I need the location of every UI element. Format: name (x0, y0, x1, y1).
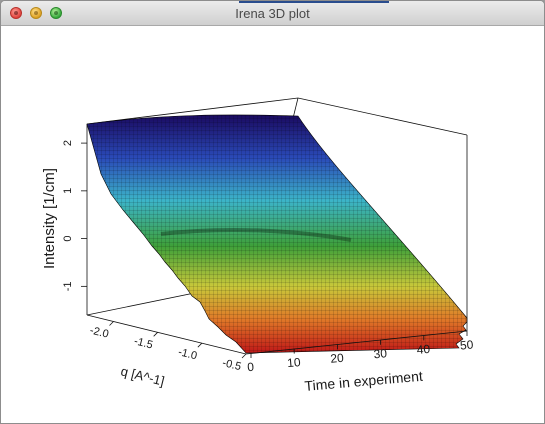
y-tick-label: 0 (247, 360, 255, 375)
close-button[interactable] (10, 7, 22, 19)
surface-mesh (87, 114, 467, 353)
surface-plot: -1 0 1 2 -2.0 -1.5 -1.0 -0.5 0 10 20 30 40 50 Inten… (41, 97, 474, 394)
zoom-button[interactable] (50, 7, 62, 19)
x-tick-label: -0.5 (221, 357, 242, 373)
x-tick (153, 332, 158, 337)
z-axis-label: Intensity [1/cm] (41, 168, 58, 269)
y-axis-label: Time in experiment (304, 368, 424, 394)
y-tick-label: 50 (459, 337, 474, 352)
plot-area: -1 0 1 2 -2.0 -1.5 -1.0 -0.5 0 10 20 30 40 50 Inten… (1, 26, 544, 423)
x-axis: -2.0 -1.5 -1.0 -0.5 (89, 321, 247, 373)
x-tick (109, 321, 114, 326)
window-title: Irena 3D plot (235, 6, 310, 21)
x-tick-label: -2.0 (89, 324, 110, 340)
zoom-icon (54, 11, 58, 15)
x-tick-label: -1.0 (177, 346, 198, 362)
z-tick-label: 0 (62, 236, 74, 242)
minimize-icon (34, 11, 38, 15)
y-tick-label: 20 (330, 351, 345, 366)
background-window-edge (239, 1, 389, 3)
surface-shadow-band (160, 227, 352, 242)
x-tick-label: -1.5 (133, 335, 154, 351)
z-tick-label: -1 (62, 281, 74, 291)
title-bar: Irena 3D plot (1, 1, 544, 26)
z-axis: -1 0 1 2 (62, 140, 87, 291)
x-axis-label: q [A^-1] (119, 363, 166, 388)
z-tick-label: 1 (62, 188, 74, 194)
y-tick-label: 30 (373, 346, 388, 361)
y-tick-label: 10 (287, 355, 302, 370)
z-tick-label: 2 (62, 140, 74, 146)
minimize-button[interactable] (30, 7, 42, 19)
close-icon (14, 11, 18, 15)
x-tick (241, 353, 247, 359)
x-tick (197, 342, 203, 348)
y-tick-label: 40 (416, 342, 431, 357)
y-axis: 0 10 20 30 40 50 (247, 331, 474, 375)
